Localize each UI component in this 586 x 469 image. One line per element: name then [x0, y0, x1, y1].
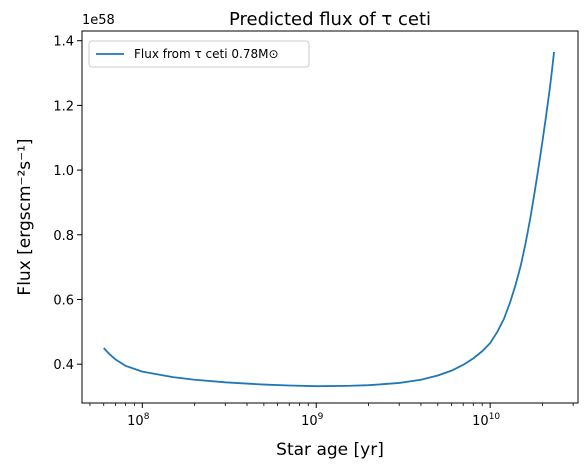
- chart-title: Predicted flux of τ ceti: [229, 9, 431, 30]
- plot-area: [81, 30, 579, 404]
- y-tick-label: 1.4: [53, 35, 74, 50]
- x-tick-label: 109: [301, 412, 324, 429]
- x-axis-ticks: 108 109 1010: [89, 403, 574, 429]
- x-tick-label: 108: [127, 412, 150, 429]
- y-axis-ticks: 0.4 0.6 0.8 1.0 1.2 1.4: [53, 35, 82, 373]
- series-layer: [103, 51, 555, 388]
- legend-box: [88, 40, 310, 68]
- y-tick-label: 0.4: [53, 358, 74, 373]
- y-tick-label: 0.8: [53, 229, 74, 244]
- y-offset-label: 1e58: [82, 13, 115, 28]
- flux-series-line: [103, 51, 555, 388]
- x-axis-label: Star age [yr]: [276, 440, 384, 460]
- y-tick-label: 1.0: [53, 164, 74, 179]
- y-tick-label: 1.2: [53, 99, 74, 114]
- y-tick-label: 0.6: [53, 293, 74, 308]
- y-axis-label: Flux [ergscm⁻²s⁻¹]: [15, 138, 35, 295]
- x-tick-label: 1010: [472, 412, 500, 429]
- axes-frame: [81, 30, 579, 404]
- legend-label: Flux from τ ceti 0.78M⊙: [134, 47, 279, 61]
- legend: Flux from τ ceti 0.78M⊙: [88, 40, 310, 68]
